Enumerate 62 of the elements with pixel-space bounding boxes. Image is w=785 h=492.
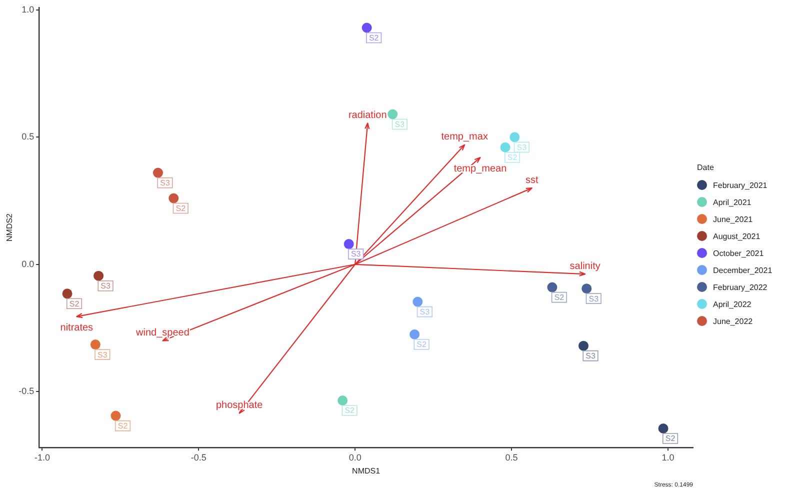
series-label: nitrates	[60, 322, 94, 334]
x-tick-label: 0.0	[348, 452, 362, 462]
data-label: S2	[368, 33, 380, 42]
data-label: S2	[176, 204, 186, 213]
y-tick-label: -0.5	[18, 386, 34, 396]
data-label: S2	[507, 153, 518, 162]
data-label: S3	[160, 178, 170, 188]
legend-label: April_2022	[713, 300, 752, 308]
data-label: S3	[100, 282, 111, 291]
legend-label: December_2021	[713, 266, 772, 274]
legend-label: October_2021	[713, 248, 764, 258]
point	[500, 142, 510, 152]
point	[344, 239, 354, 250]
x-tick-label: -1.0	[34, 452, 50, 462]
legend-label: February_2021	[713, 180, 768, 190]
point	[338, 396, 348, 406]
x-axis-title: NMDS1	[352, 466, 381, 476]
data-label: S3	[98, 350, 108, 360]
point	[412, 296, 423, 307]
x-tick-label: 0.5	[505, 452, 518, 462]
series-label: radiation	[348, 110, 387, 121]
point	[582, 284, 592, 294]
legend-label: June_2021	[713, 214, 753, 224]
data-label: S2	[69, 299, 80, 308]
data-label: S2	[554, 293, 565, 302]
point	[168, 193, 179, 204]
point	[62, 288, 72, 299]
point	[658, 424, 668, 434]
point	[578, 340, 588, 351]
legend-label: February_2022	[713, 282, 768, 292]
data-label: S3	[516, 142, 528, 152]
data-label: S3	[588, 294, 600, 304]
point	[388, 109, 398, 120]
point	[510, 132, 520, 142]
point	[362, 22, 372, 33]
point	[153, 168, 163, 178]
y-tick-label: 1.0	[22, 4, 34, 14]
point	[94, 270, 104, 281]
series-label: temp_max	[441, 132, 488, 143]
y-tick-label: 0.0	[22, 258, 34, 269]
data-label: S2	[416, 340, 427, 350]
y-axis-title: NMDS2	[5, 212, 14, 242]
data-label: S2	[118, 421, 128, 430]
point	[547, 282, 558, 292]
data-label: S3	[394, 120, 406, 129]
y-tick-label: 0.5	[22, 132, 34, 142]
legend-title: Date	[697, 162, 715, 172]
point	[410, 329, 420, 340]
point	[90, 340, 100, 350]
x-tick-label: 1.0	[662, 452, 674, 462]
point	[110, 410, 121, 421]
data-label: S2	[665, 434, 676, 444]
data-label: S3	[586, 352, 596, 361]
legend-label: April_2021	[713, 198, 752, 206]
legend-label: August_2021	[713, 232, 760, 240]
series-label: salinity	[570, 260, 600, 272]
data-label: S2	[344, 406, 356, 416]
x-tick-label: -0.5	[190, 452, 206, 462]
series-label: sst	[525, 174, 538, 186]
legend-label: June_2022	[713, 316, 753, 326]
data-label: S3	[420, 308, 430, 317]
data-label: S3	[350, 250, 362, 259]
